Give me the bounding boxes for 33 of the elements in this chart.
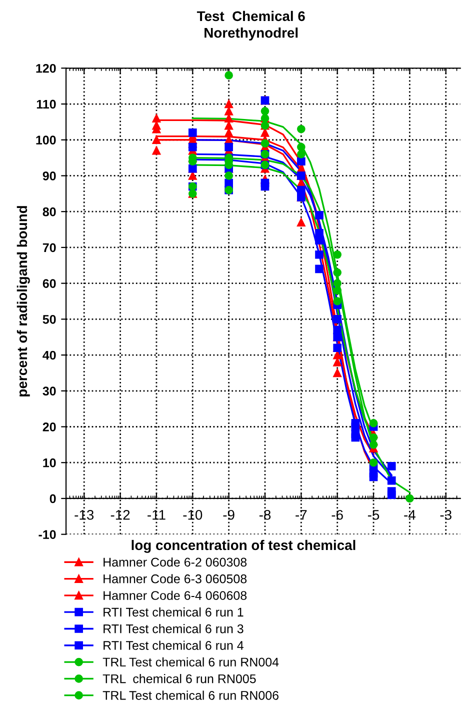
x-tick-label: -7	[296, 510, 307, 520]
y-tick-label: 100	[36, 136, 56, 145]
y-tick-label: 60	[42, 279, 56, 288]
x-tick-label: -10	[183, 510, 202, 520]
chart-title: Test Chemical 6	[196, 10, 305, 22]
y-tick-label: -10	[38, 530, 56, 539]
legend-label: RTI Test chemical 6 run 3	[104, 624, 244, 634]
y-tick-label: 40	[42, 350, 56, 360]
y-tick-label: 10	[43, 458, 56, 468]
x-tick-label: -4	[404, 510, 416, 520]
chart-subtitle: Norethynodrel	[204, 28, 298, 40]
y-tick-label: 80	[42, 207, 56, 216]
legend-label: TRL chemical 6 run RN005	[102, 674, 256, 684]
legend-label: TRL Test chemical 6 run RN004	[102, 657, 279, 667]
x-tick-label: -12	[110, 510, 130, 520]
y-tick-label: 20	[42, 422, 56, 432]
x-tick-label: -13	[74, 510, 94, 520]
legend-label: Hamner Code 6-2 060308	[104, 557, 247, 567]
y-tick-label: 90	[42, 172, 56, 180]
legend-label: TRL Test chemical 6 run RN006	[102, 690, 278, 700]
y-tick-label: 50	[42, 314, 56, 324]
legend-label: RTI Test chemical 6 run 4	[104, 640, 244, 650]
y-tick-label: 30	[42, 386, 56, 396]
y-axis-title: percent of radioligand bound	[16, 206, 30, 396]
x-tick-label: -11	[148, 510, 166, 520]
y-tick-label: 70	[42, 243, 56, 252]
y-tick-label: 110	[36, 100, 56, 109]
legend-label: Hamner Code 6-3 060508	[104, 574, 247, 584]
legend-label: RTI Test chemical 6 run 1	[104, 607, 244, 617]
legend-label: Hamner Code 6-4 060608	[104, 590, 247, 600]
y-tick-label: 120	[36, 64, 56, 73]
y-tick-label: 0	[50, 494, 56, 504]
x-axis-title: log concentration of test chemical	[132, 540, 356, 553]
